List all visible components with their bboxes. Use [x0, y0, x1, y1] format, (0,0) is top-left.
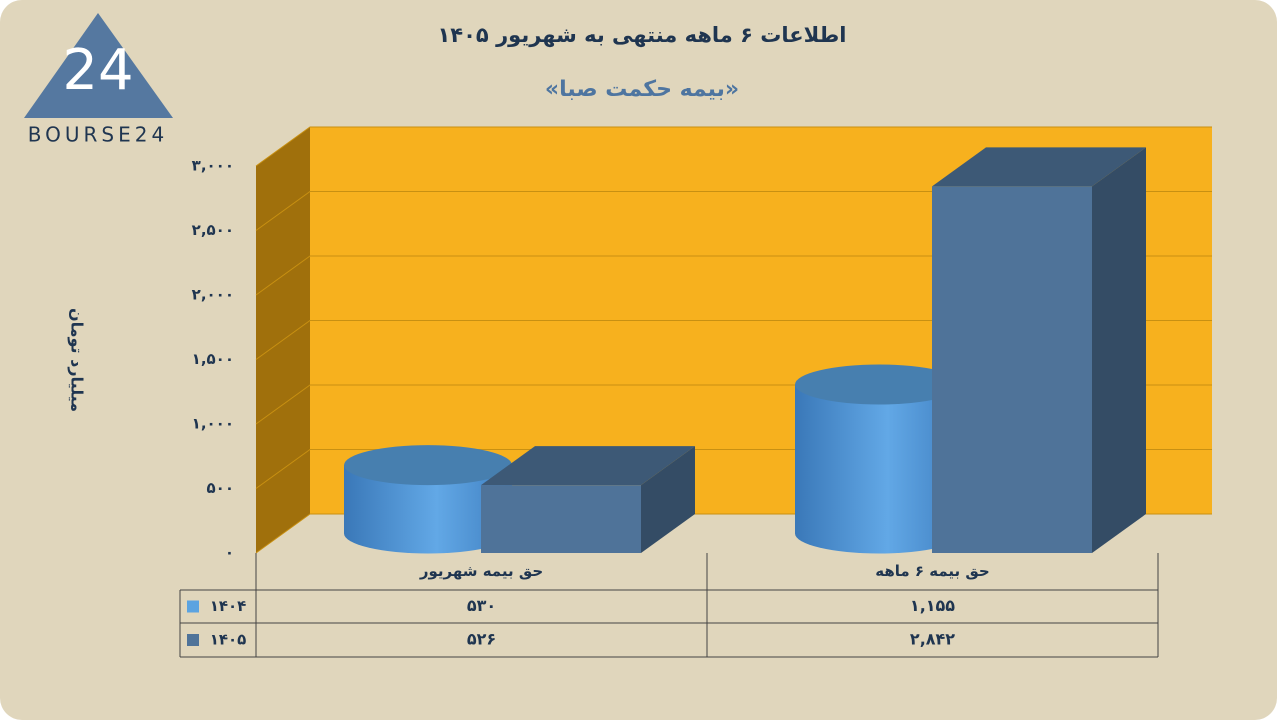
data-label: ۱,۱۵۵: [910, 596, 955, 615]
chart-title: اطلاعات ۶ ماهه منتهی به شهریور ۱۴۰۵: [437, 23, 846, 47]
y-tick-label: ۵۰۰: [207, 479, 234, 497]
grid-line: [255, 255, 1212, 296]
category-label: حق بیمه ۶ ماهه: [875, 562, 989, 580]
data-label: ۲,۸۴۲: [910, 630, 955, 649]
chart-subtitle: «بیمه حکمت صبا»: [545, 77, 739, 102]
legend-swatch: [187, 634, 199, 646]
logo-triangle: [24, 13, 173, 118]
cylinder-top: [795, 364, 963, 405]
cylinder-top: [344, 445, 512, 486]
bars: [344, 147, 1146, 554]
box-side: [641, 446, 695, 553]
logo-mark: 24: [62, 38, 133, 103]
box-front: [932, 186, 1092, 553]
data-table: حق بیمه شهریور حق بیمه ۶ ماهه ۱۴۰۴ ۵۳۰ ۱,۱۵۵…: [179, 553, 1159, 658]
logo-text: BOURSE24: [28, 123, 168, 147]
box-top: [932, 147, 1146, 187]
y-tick-label: ۳,۰۰۰: [192, 157, 234, 175]
y-tick-label: ۱,۵۰۰: [192, 350, 234, 368]
legend-label: ۱۴۰۴: [210, 597, 247, 615]
data-label: ۵۳۰: [467, 596, 496, 615]
bar-box: [932, 147, 1146, 553]
y-tick-label: ۰: [225, 544, 234, 562]
grid-line: [255, 126, 1212, 167]
legend-swatch: [187, 600, 199, 613]
data-label: ۵۲۶: [467, 630, 496, 649]
grid-line: [255, 191, 1212, 231]
box-side: [1092, 147, 1146, 553]
bar-box: [481, 446, 695, 553]
cylinder-body: [344, 465, 512, 554]
grid: ۰ ۵۰۰ ۱,۰۰۰ ۱,۵۰۰ ۲,۰۰۰ ۲,۵۰۰ ۳,۰۰۰: [192, 126, 1212, 562]
legend-label: ۱۴۰۵: [210, 631, 247, 649]
bar-cylinder: [795, 364, 963, 554]
y-tick-label: ۲,۰۰۰: [192, 286, 234, 304]
logo: 24 BOURSE24: [24, 13, 173, 147]
y-axis-label: میلیارد تومان: [68, 308, 87, 412]
box-top: [481, 446, 695, 486]
category-label: حق بیمه شهریور: [419, 562, 543, 580]
bar-cylinder: [344, 445, 512, 554]
grid-line: [255, 320, 1212, 360]
cylinder-body: [795, 384, 963, 554]
y-tick-label: ۱,۰۰۰: [192, 415, 234, 433]
y-tick-label: ۲,۵۰۰: [192, 221, 234, 239]
box-front: [481, 485, 641, 553]
